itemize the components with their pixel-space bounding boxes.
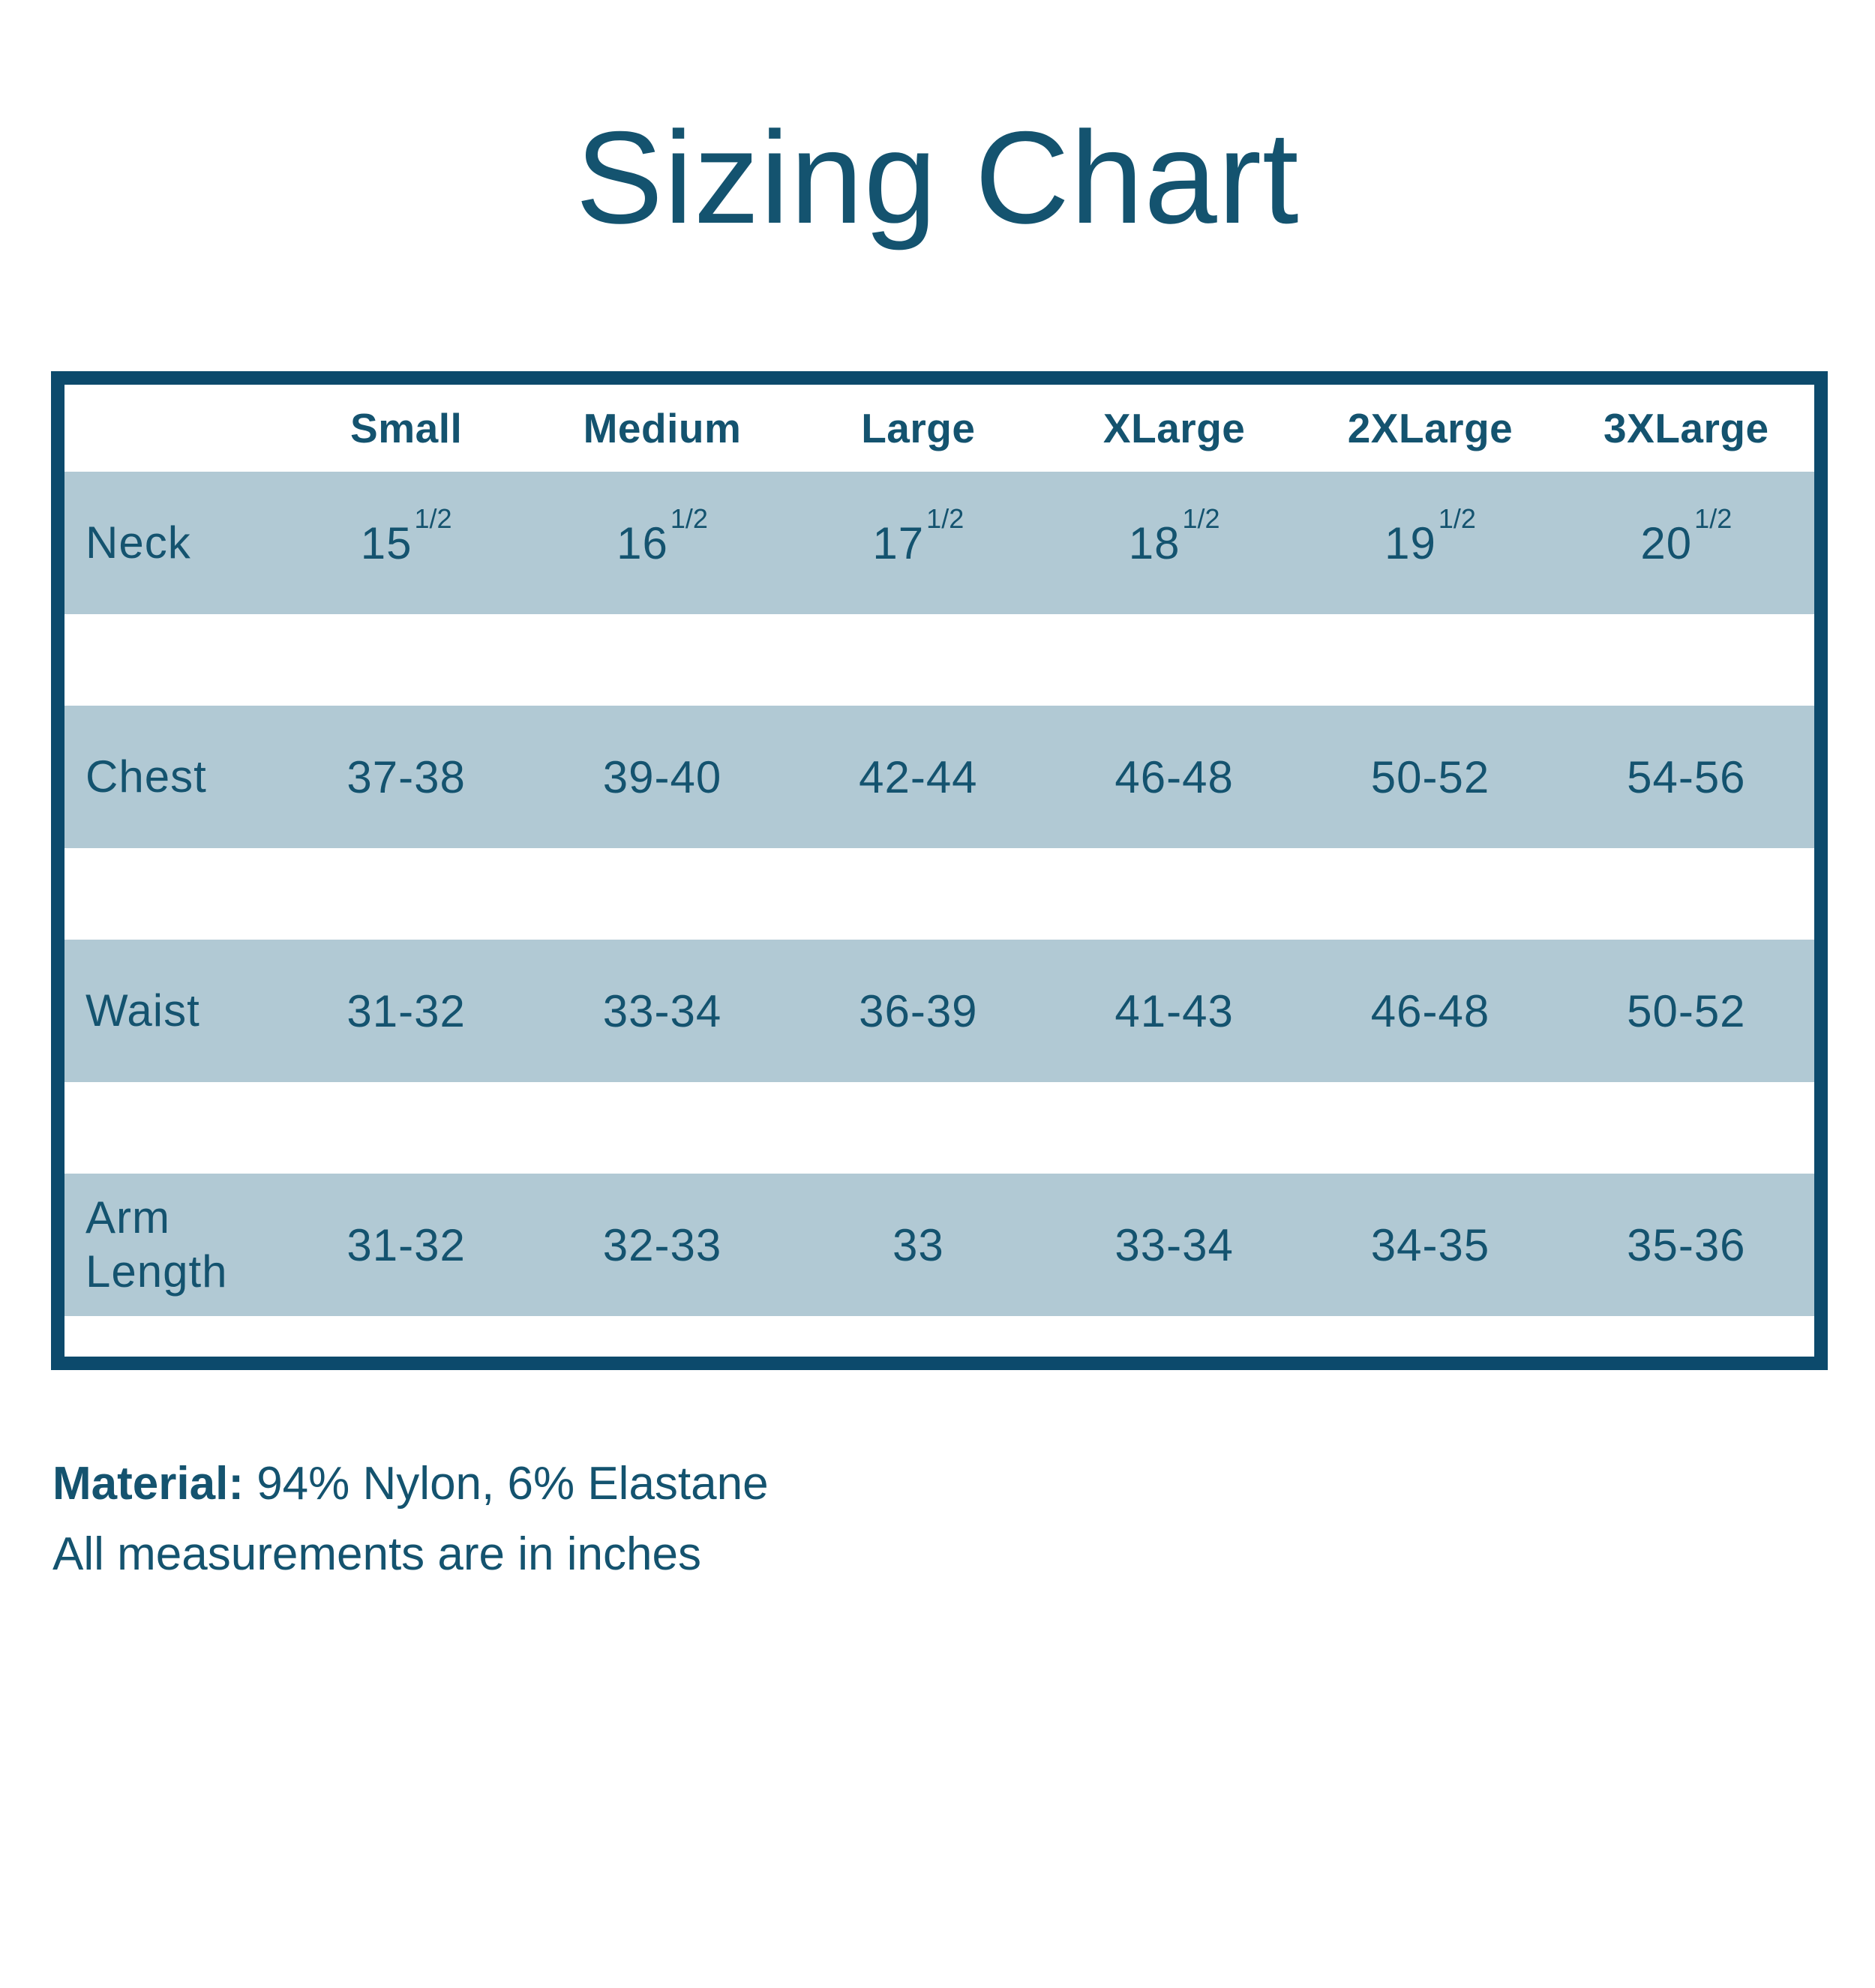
row-label: Waist xyxy=(86,985,200,1036)
footer: Material: 94% Nylon, 6% Elastane All mea… xyxy=(52,1449,1875,1590)
value-cell: 33 xyxy=(892,1219,944,1270)
column-header: Medium xyxy=(583,405,742,451)
fraction-superscript: 1/2 xyxy=(1694,502,1732,534)
row-label: Chest xyxy=(86,751,207,802)
row-spacer xyxy=(64,1082,1814,1174)
column-header: XLarge xyxy=(1102,405,1246,451)
table-body: Neck 151/2 161/2 171/2 181/2 191/2 201/2 Chest 3… xyxy=(64,472,1814,1316)
value-cell: 31-32 xyxy=(346,1219,466,1270)
value-cell: 31-32 xyxy=(346,985,466,1036)
value-cell: 37-38 xyxy=(346,751,466,802)
value-cell: 39-40 xyxy=(602,751,722,802)
fraction-superscript: 1/2 xyxy=(1438,502,1476,534)
value-cell: 201/2 xyxy=(1640,502,1732,568)
table-row: Chest 37-38 39-40 42-44 46-48 50-52 54-56 xyxy=(64,706,1814,848)
table-row: Waist 31-32 33-34 36-39 41-43 46-48 50-52 xyxy=(64,940,1814,1082)
table-header-row: Small Medium Large XLarge 2XLarge 3XLarge xyxy=(64,385,1814,472)
page-title: Sizing Chart xyxy=(575,105,1300,251)
column-header: Large xyxy=(861,405,976,451)
value-cell: 191/2 xyxy=(1384,502,1476,568)
value-cell: 46-48 xyxy=(1370,985,1490,1036)
page: Sizing Chart Small Medium Large XLarge 2XLar… xyxy=(0,112,1875,1590)
value-cell: 33-34 xyxy=(602,985,722,1036)
value-cell: 32-33 xyxy=(602,1219,722,1270)
value-cell: 171/2 xyxy=(872,502,964,568)
fraction-superscript: 1/2 xyxy=(414,502,452,534)
row-label: Arm Length xyxy=(86,1192,228,1297)
value-cell: 36-39 xyxy=(859,985,978,1036)
value-cell: 35-36 xyxy=(1627,1219,1746,1270)
row-spacer xyxy=(64,614,1814,706)
fraction-superscript: 1/2 xyxy=(926,502,964,534)
fraction-superscript: 1/2 xyxy=(1182,502,1220,534)
fraction-superscript: 1/2 xyxy=(670,502,708,534)
sizing-table: Small Medium Large XLarge 2XLarge 3XLarge Nec… xyxy=(51,371,1828,1370)
measurements-note: All measurements are in inches xyxy=(52,1528,701,1581)
value-cell: 50-52 xyxy=(1627,985,1746,1036)
material-value: 94% Nylon, 6% Elastane xyxy=(256,1458,769,1510)
value-cell: 181/2 xyxy=(1128,502,1220,568)
material-line: Material: 94% Nylon, 6% Elastane xyxy=(52,1449,1875,1519)
table-row: Neck 151/2 161/2 171/2 181/2 191/2 201/2 xyxy=(64,472,1814,614)
value-cell: 161/2 xyxy=(616,502,708,568)
value-cell: 34-35 xyxy=(1370,1219,1490,1270)
value-cell: 33-34 xyxy=(1114,1219,1234,1270)
material-label: Material: xyxy=(52,1458,244,1510)
row-spacer xyxy=(64,848,1814,940)
value-cell: 151/2 xyxy=(360,502,452,568)
value-cell: 41-43 xyxy=(1114,985,1234,1036)
column-header: Small xyxy=(350,405,463,451)
value-cell: 50-52 xyxy=(1370,751,1490,802)
value-cell: 46-48 xyxy=(1114,751,1234,802)
value-cell: 42-44 xyxy=(859,751,978,802)
value-cell: 54-56 xyxy=(1627,751,1746,802)
column-header: 2XLarge xyxy=(1347,405,1514,451)
row-label: Neck xyxy=(86,517,191,568)
column-header: 3XLarge xyxy=(1604,405,1769,451)
table-row: Arm Length 31-32 32-33 33 33-34 34-35 35-36 xyxy=(64,1174,1814,1316)
